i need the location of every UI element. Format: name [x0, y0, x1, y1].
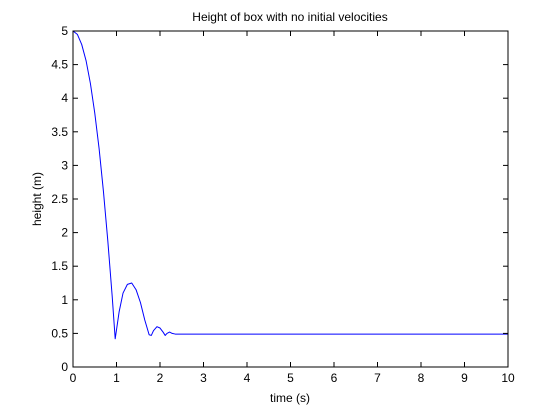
x-axis-label: time (s)	[270, 391, 310, 405]
x-tick-label: 4	[244, 371, 251, 385]
y-axis-label: height (m)	[30, 172, 44, 226]
x-tick-label: 8	[418, 371, 425, 385]
x-tick-label: 2	[157, 371, 164, 385]
y-tick-label: 4.5	[51, 58, 68, 72]
y-tick-label: 3	[61, 158, 68, 172]
chart-title: Height of box with no initial velocities	[192, 10, 387, 24]
y-tick-label: 4	[61, 91, 68, 105]
plot-area	[73, 31, 508, 367]
x-tick-label: 0	[70, 371, 77, 385]
x-tick-label: 10	[501, 371, 515, 385]
y-tick-label: 2	[61, 226, 68, 240]
series-line-0	[72, 30, 508, 340]
y-tick-label: 1	[61, 293, 68, 307]
y-axis: 0 0.5 1 1.5 2 2.5 3 3.5 4 4.5 5	[51, 24, 508, 374]
y-tick-label: 2.5	[51, 192, 68, 206]
x-tick-label: 3	[200, 371, 207, 385]
y-tick-label: 1.5	[51, 259, 68, 273]
series-layer	[72, 30, 508, 340]
x-axis: 0 1 2 3 4 5 6 7 8 9 10	[70, 31, 515, 385]
x-tick-label: 5	[287, 371, 294, 385]
y-tick-label: 0	[61, 360, 68, 374]
x-tick-label: 6	[331, 371, 338, 385]
x-tick-label: 9	[461, 371, 468, 385]
y-tick-label: 5	[61, 24, 68, 38]
y-tick-label: 3.5	[51, 125, 68, 139]
x-tick-label: 7	[374, 371, 381, 385]
x-tick-label: 1	[113, 371, 120, 385]
y-tick-label: 0.5	[51, 326, 68, 340]
